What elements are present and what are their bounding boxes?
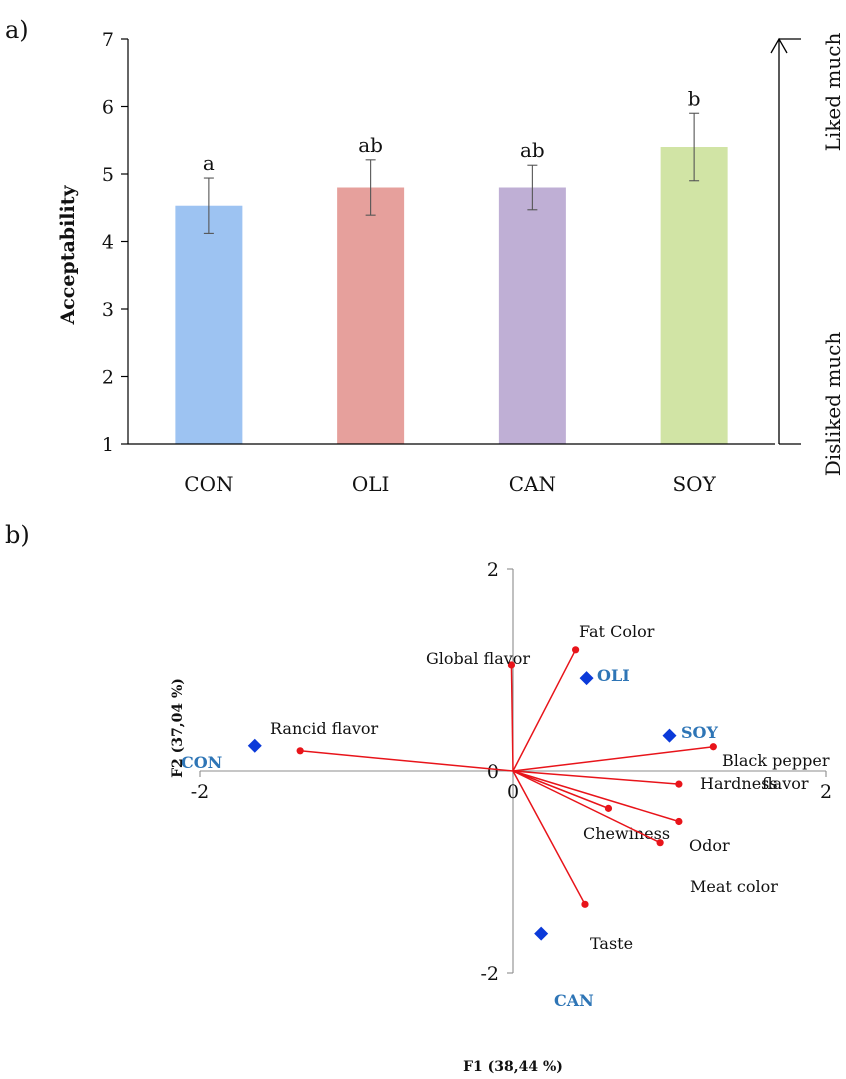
bar-y-tick-label: 1 [102, 434, 114, 456]
biplot-x-tick-label: 0 [507, 781, 519, 803]
bar-y-tick-label: 5 [102, 164, 114, 186]
bar-soy [660, 147, 728, 444]
bar-can [498, 187, 566, 444]
vector-label-odor: Odor [689, 836, 730, 855]
bar-axes: 1 2 3 4 5 6 7 CON OLI CAN SOY [102, 29, 775, 496]
observation-point-oli [579, 671, 594, 686]
vector-hardness [512, 770, 679, 785]
vector-label-fat-color: Fat Color [579, 622, 655, 641]
vector-label-meat-color: Meat color [690, 877, 778, 896]
loading-vectors: Fat Color Global flavor Rancid flavor Black… [270, 622, 830, 953]
panel-a-label: a) [5, 16, 29, 44]
vector-rancid-flavor [300, 750, 514, 772]
bar-oli [337, 187, 405, 444]
vector-tip-fat-color [572, 646, 580, 654]
significance-letter: b [688, 86, 701, 110]
significance-letter: a [203, 151, 215, 175]
biplot-x-tick-label: -2 [191, 781, 210, 803]
vector-tip-hardness [675, 780, 683, 788]
observation-label-can: CAN [554, 991, 594, 1010]
vector-tip-chewiness [604, 804, 613, 812]
vector-tip-taste [581, 900, 589, 908]
vector-label-global-flavor: Global flavor [426, 649, 530, 668]
vector-tip-global-flavor [507, 661, 516, 669]
vector-tip-black-pepper-flavor [709, 743, 717, 751]
vector-odor [512, 770, 680, 823]
bar-y-tick-label: 4 [102, 232, 114, 254]
vector-label-line: Black pepper [722, 751, 830, 770]
acceptability-scale: Liked much Disliked much [770, 33, 845, 477]
biplot-axes: -2 0 2 2 0 -2 [191, 559, 832, 985]
biplot-y-tick-label: 2 [487, 559, 499, 581]
observation-points: OLI SOY CON CAN [181, 666, 718, 1010]
bar-y-axis-label: Acceptability [57, 184, 79, 325]
scale-top-label: Liked much [821, 33, 845, 152]
bar-con [175, 205, 243, 444]
vector-label-chewiness: Chewiness [583, 824, 670, 843]
panel-b-label: b) [5, 521, 30, 549]
vector-meat-color [512, 770, 661, 844]
vector-black-pepper-flavor [512, 746, 714, 772]
vector-label-line: flavor [762, 774, 809, 793]
scale-bottom-label: Disliked much [821, 332, 845, 477]
observation-label-con: CON [181, 753, 222, 772]
vector-label-hardness: Hardness [700, 774, 778, 793]
biplot-y-tick-label: 0 [487, 761, 499, 783]
observation-label-oli: OLI [597, 666, 630, 685]
observation-point-soy [662, 728, 677, 743]
vector-chewiness [512, 770, 609, 810]
biplot-panel: b) -2 0 2 2 0 -2 Fat Color Global flavor Rancid… [5, 521, 832, 1075]
biplot-x-axis-label: F1 (38,44 %) [463, 1059, 563, 1075]
vector-label-rancid-flavor: Rancid flavor [270, 719, 379, 738]
observation-label-soy: SOY [681, 723, 718, 742]
bar-y-tick-label: 6 [102, 97, 114, 119]
bar-y-tick-label: 2 [102, 367, 114, 389]
category-label-soy: SOY [672, 472, 716, 496]
biplot-y-tick-label: -2 [480, 963, 499, 985]
vector-taste [512, 770, 586, 905]
vector-tip-rancid-flavor [296, 747, 304, 755]
scale-arrow-head [770, 37, 788, 54]
category-label-con: CON [184, 472, 233, 496]
category-label-can: CAN [509, 472, 556, 496]
vector-label-black-pepper-flavor: Black pepper flavor [722, 751, 830, 793]
vector-fat-color [512, 649, 577, 772]
biplot-y-axis-label: F2 (37,04 %) [170, 678, 186, 778]
biplot-x-tick-label: 2 [820, 781, 832, 803]
observation-point-con [247, 738, 262, 753]
significance-letter: ab [520, 138, 545, 162]
observation-point-can [534, 926, 549, 941]
category-label-oli: OLI [352, 472, 390, 496]
vector-tip-odor [675, 817, 683, 826]
bars-group: a ab ab b [175, 86, 728, 444]
significance-letter: ab [358, 133, 383, 157]
vector-label-taste: Taste [590, 934, 633, 953]
bar-y-tick-label: 3 [102, 299, 114, 321]
vector-global-flavor [510, 664, 514, 772]
bar-y-tick-label: 7 [102, 29, 114, 51]
vector-tip-meat-color [656, 839, 664, 847]
bar-chart-panel: a) a ab ab b 1 2 3 4 5 6 7 CON OLI CAN SOY Acceptabil… [5, 16, 845, 496]
